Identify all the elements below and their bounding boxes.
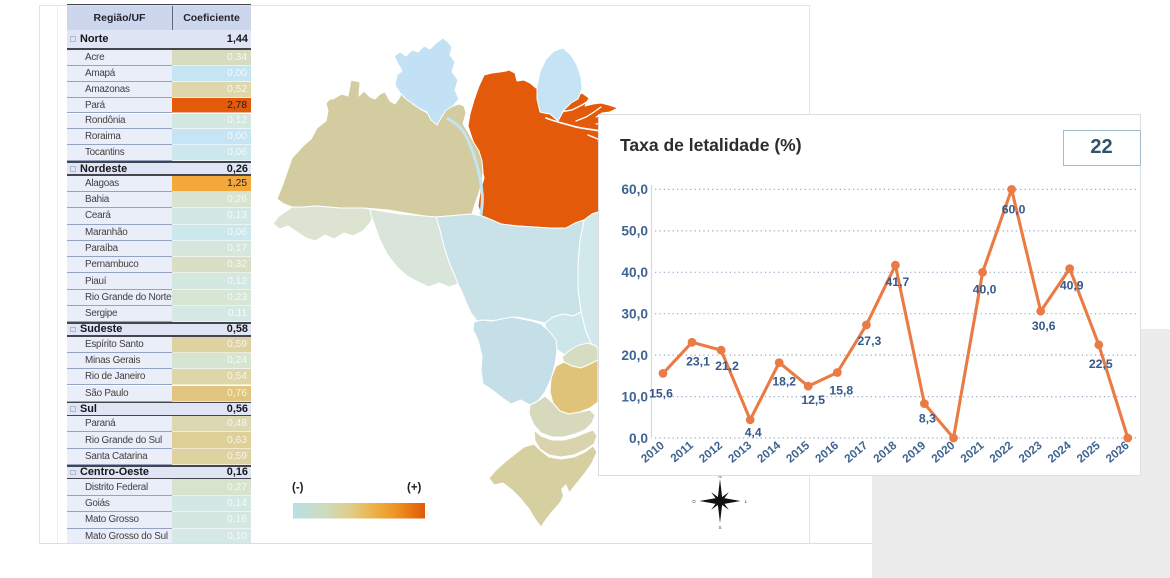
svg-text:2019: 2019 xyxy=(900,439,929,466)
svg-text:2018: 2018 xyxy=(871,439,900,466)
svg-text:2023: 2023 xyxy=(1016,439,1045,466)
svg-text:41,7: 41,7 xyxy=(886,275,910,289)
svg-text:(+): (+) xyxy=(407,482,422,494)
svg-text:2024: 2024 xyxy=(1045,439,1074,466)
svg-text:23,1: 23,1 xyxy=(686,354,710,368)
svg-text:2013: 2013 xyxy=(726,439,755,466)
svg-text:2016: 2016 xyxy=(813,439,842,466)
svg-text:50,0: 50,0 xyxy=(621,224,648,239)
svg-text:30,6: 30,6 xyxy=(1032,319,1056,333)
svg-text:2020: 2020 xyxy=(929,439,958,466)
svg-text:2014: 2014 xyxy=(755,439,784,466)
svg-text:4,4: 4,4 xyxy=(745,425,762,439)
svg-text:27,3: 27,3 xyxy=(858,334,882,348)
svg-text:22,5: 22,5 xyxy=(1089,357,1113,371)
svg-text:2021: 2021 xyxy=(958,439,987,466)
svg-text:12,5: 12,5 xyxy=(801,393,825,407)
svg-text:(-): (-) xyxy=(292,482,304,494)
svg-text:40,0: 40,0 xyxy=(973,282,997,296)
svg-text:10,0: 10,0 xyxy=(621,389,648,404)
svg-text:0,0: 0,0 xyxy=(629,431,648,446)
svg-text:60,0: 60,0 xyxy=(621,182,648,197)
svg-text:L: L xyxy=(745,499,748,504)
svg-text:2026: 2026 xyxy=(1103,439,1132,466)
svg-text:2015: 2015 xyxy=(784,439,813,466)
svg-text:2012: 2012 xyxy=(697,439,726,466)
svg-text:N: N xyxy=(718,474,721,479)
svg-text:8,3: 8,3 xyxy=(919,412,936,426)
svg-text:2017: 2017 xyxy=(842,439,870,466)
svg-text:2011: 2011 xyxy=(668,439,696,466)
svg-text:S: S xyxy=(718,525,721,530)
svg-text:O: O xyxy=(692,499,696,504)
svg-text:40,0: 40,0 xyxy=(621,265,648,280)
svg-text:30,0: 30,0 xyxy=(621,307,648,322)
svg-text:18,2: 18,2 xyxy=(772,375,796,389)
svg-text:20,0: 20,0 xyxy=(621,348,648,363)
svg-text:15,6: 15,6 xyxy=(649,386,673,400)
svg-text:2022: 2022 xyxy=(987,439,1016,466)
svg-text:2025: 2025 xyxy=(1074,439,1103,466)
svg-text:21,2: 21,2 xyxy=(715,359,739,373)
svg-text:40,9: 40,9 xyxy=(1060,279,1084,293)
svg-text:60,0: 60,0 xyxy=(1002,202,1026,216)
svg-text:15,8: 15,8 xyxy=(829,384,853,398)
